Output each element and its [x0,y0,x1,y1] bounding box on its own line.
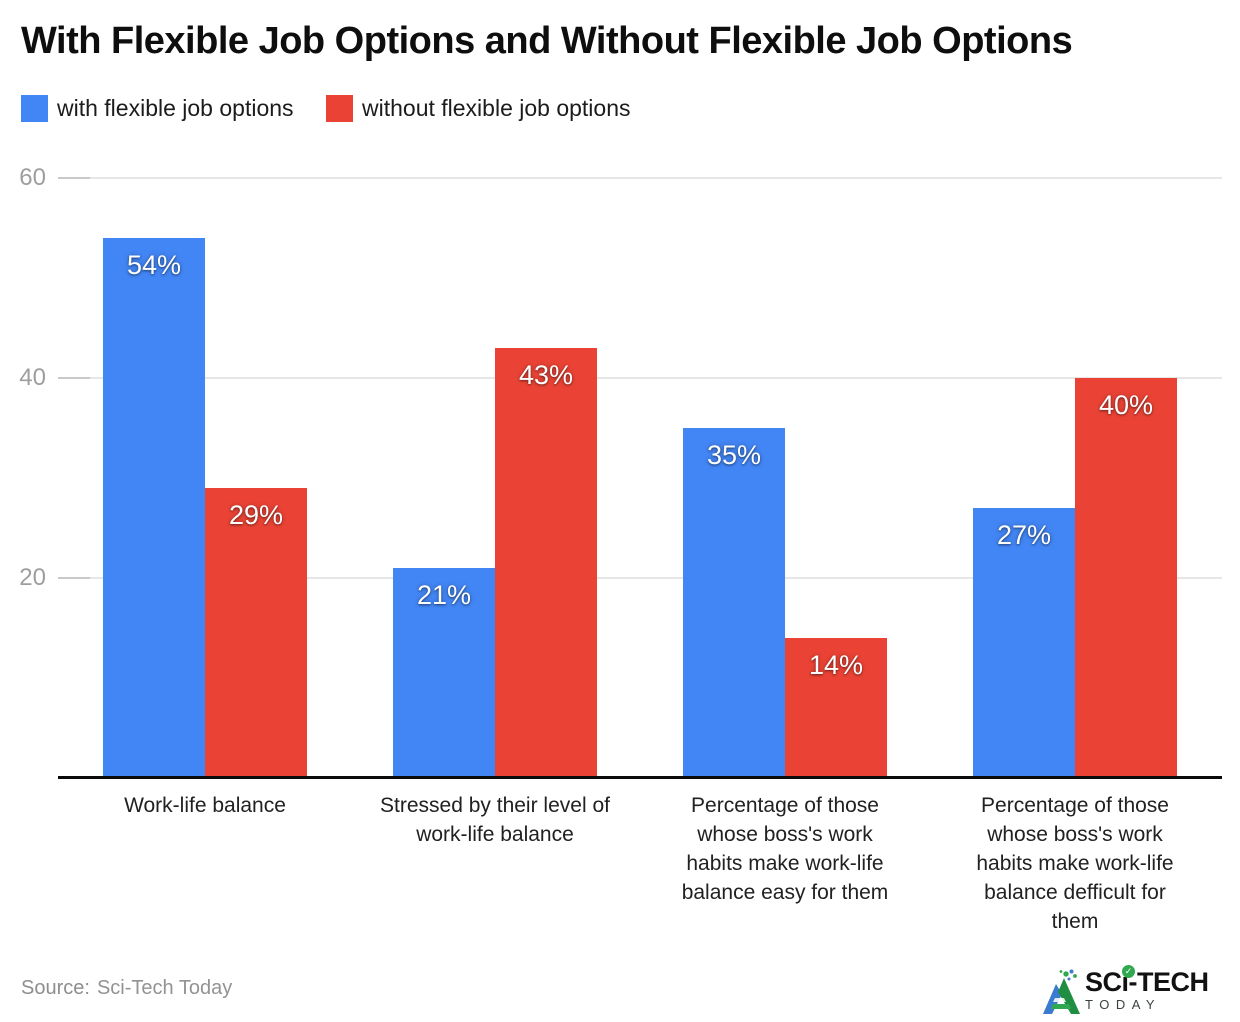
x-axis-category-label-1: Work-life balance [124,794,286,817]
bar-value-label: 29% [228,500,284,530]
source-name: Sci-Tech Today [96,977,233,999]
bar-value-label: 54% [126,250,182,280]
bar-group1-without-flexible[interactable]: 29% [205,488,307,778]
x-axis-category-label-4: Percentage of those whose boss's work ha… [976,794,1174,933]
y-axis-label-20: 20 [19,564,46,591]
gridline-20 [58,577,1222,579]
legend-item-with-flexible: with flexible job options [21,94,294,122]
scitech-logo-wordmark: SCi-TECH [1085,967,1209,997]
bar-group2-without-flexible[interactable]: 43% [495,348,597,778]
check-icon: ✓ [1122,965,1135,978]
y-axis-tick-40 [58,377,90,379]
bar-group4-with-flexible[interactable]: 27% [973,508,1075,778]
gridline-60 [58,177,1222,179]
scitech-logo-text: SCi-TECH ✓ TODAY [1085,965,1209,1012]
bar-value-label: 21% [416,580,472,610]
bar-group3-without-flexible[interactable]: 14% [785,638,887,778]
bar-group4-without-flexible[interactable]: 40% [1075,378,1177,778]
scitech-mountain-icon [1043,969,1080,1014]
bar-group3-with-flexible[interactable]: 35% [683,428,785,778]
gridline-40 [58,377,1222,379]
bar-value-label: 43% [518,360,574,390]
legend-swatch-blue [21,94,48,122]
source-line: Source: Sci-Tech Today [21,977,232,1000]
x-axis-category-label-2: Stressed by their level of work-life bal… [380,794,610,846]
y-axis-tick-20 [58,577,90,579]
x-axis-category-label-3: Percentage of those whose boss's work ha… [681,794,889,904]
legend-label-without-flexible: without flexible job options [362,94,631,121]
legend-item-without-flexible: without flexible job options [326,94,631,122]
bar-value-label: 40% [1098,390,1154,420]
y-axis-label-40: 40 [19,364,46,391]
bar-value-label: 35% [706,440,762,470]
bar-group1-with-flexible[interactable]: 54% [103,238,205,778]
legend-label-with-flexible: with flexible job options [57,94,294,121]
scitech-logo: SCi-TECH ✓ TODAY [1042,965,1209,1016]
bar-value-label: 14% [808,650,864,680]
scitech-logo-today: TODAY [1085,997,1162,1012]
source-label: Source: [21,977,90,999]
legend-swatch-red [326,94,353,122]
y-axis-tick-60 [58,177,90,179]
x-axis-line [58,776,1222,779]
chart-title: With Flexible Job Options and Without Fl… [21,20,1073,62]
bar-group2-with-flexible[interactable]: 21% [393,568,495,778]
y-axis-label-60: 60 [19,164,46,191]
bar-value-label: 27% [996,520,1052,550]
